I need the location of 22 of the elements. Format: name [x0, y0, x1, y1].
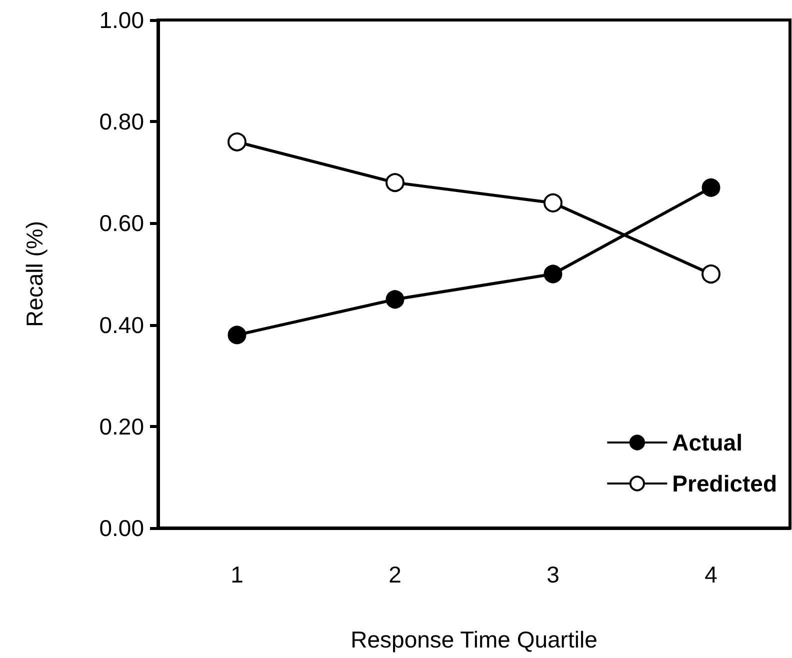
y-tick-label: 0.60 [99, 210, 144, 236]
legend-label: Predicted [672, 470, 778, 496]
point [702, 178, 720, 197]
y-tick-label: 0.00 [99, 515, 144, 541]
point [228, 132, 246, 152]
point [544, 264, 562, 284]
y-axis-title: Recall (%) [22, 220, 48, 328]
y-tick-label: 0.20 [99, 413, 144, 440]
point [386, 290, 404, 309]
y-tick-label: 0.40 [99, 312, 144, 338]
x-tick-label: 1 [230, 562, 244, 588]
x-tick-label: 2 [388, 562, 402, 588]
point [544, 193, 562, 212]
y-tick-label: 1.00 [99, 7, 144, 33]
legend-label: Actual [672, 430, 742, 456]
point [228, 326, 246, 344]
x-tick-label: 3 [546, 562, 560, 588]
x-tick-label: 4 [704, 562, 718, 588]
point [702, 264, 720, 284]
y-tick-label: 0.80 [99, 108, 144, 135]
x-axis-title: Response Time Quartile [350, 626, 598, 652]
point [386, 173, 404, 192]
